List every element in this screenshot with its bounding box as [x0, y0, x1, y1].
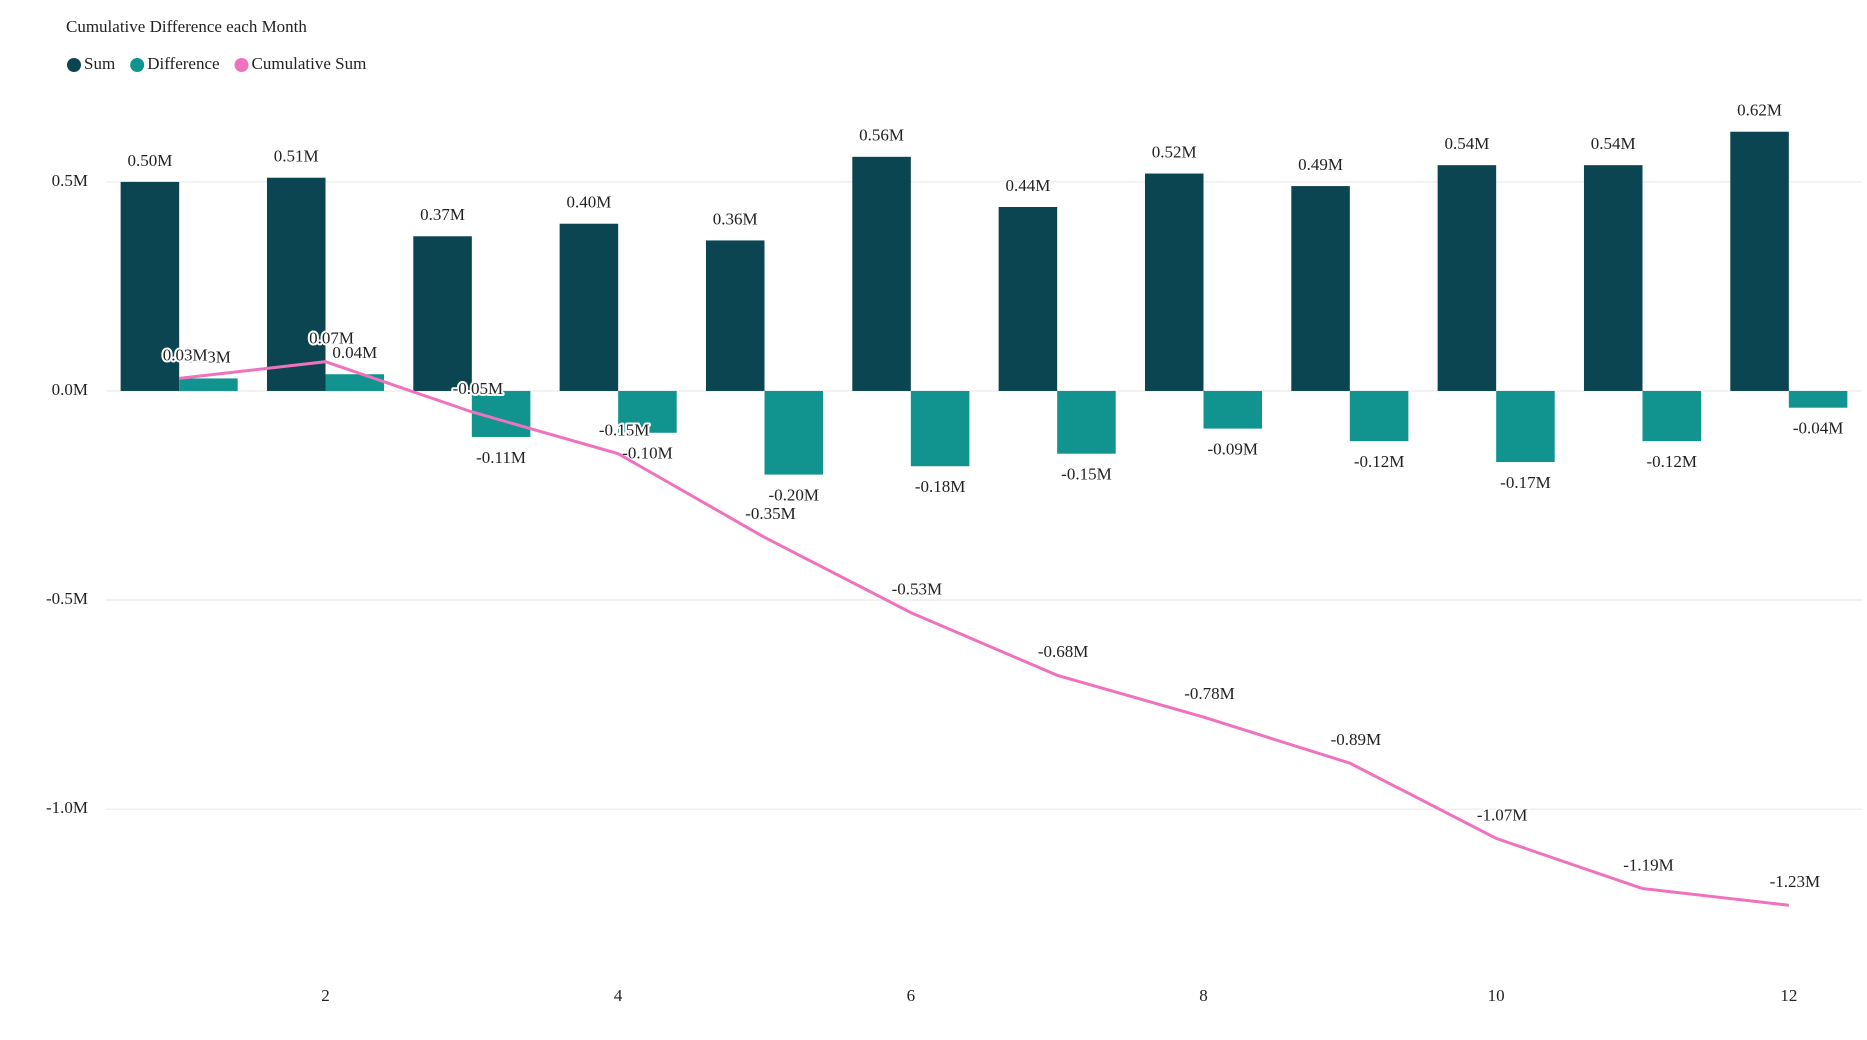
x-tick-label: 12	[1780, 986, 1797, 1005]
x-tick-label: 8	[1199, 986, 1208, 1005]
y-tick-label: 0.5M	[52, 171, 88, 190]
line	[178, 360, 1790, 907]
data-label: 0.03M	[186, 347, 231, 366]
data-label: 0.51M	[274, 147, 319, 166]
data-label: 0.56M	[859, 126, 904, 145]
bar	[1496, 390, 1555, 463]
data-label: 0.54M	[1591, 134, 1636, 153]
chart-title: Cumulative Difference each Month	[66, 17, 307, 36]
bar	[325, 374, 385, 391]
bar	[179, 378, 238, 391]
bar	[1730, 131, 1789, 391]
data-label: -0.18M	[915, 477, 966, 496]
data-label: 0.07M	[309, 329, 354, 348]
bar	[1203, 390, 1263, 429]
data-label: -0.05M	[453, 379, 504, 398]
legend: Sum Difference Cumulative Sum	[67, 54, 366, 73]
data-label: -0.04M	[1793, 419, 1844, 438]
bar	[1057, 390, 1116, 454]
legend-marker	[67, 58, 81, 72]
x-tick-label: 4	[614, 986, 623, 1005]
data-label: -0.20M	[769, 486, 820, 505]
data-label: 0.36M	[713, 209, 758, 228]
data-label: -0.53M	[892, 579, 943, 598]
data-label: -0.35M	[745, 504, 796, 523]
data-label: -0.78M	[1184, 684, 1235, 703]
bar	[1291, 186, 1350, 391]
data-label: -1.19M	[1623, 855, 1674, 874]
data-label: -0.17M	[1500, 473, 1551, 492]
data-label: 0.03M	[163, 345, 208, 364]
bar	[705, 240, 765, 391]
legend-label: Cumulative Sum	[252, 54, 367, 73]
x-tick-label: 10	[1488, 986, 1505, 1005]
legend-marker	[130, 58, 145, 72]
legend-label: Sum	[84, 54, 115, 73]
data-label: 0.37M	[420, 205, 465, 224]
data-label: -0.09M	[1208, 440, 1259, 459]
bar	[1642, 390, 1702, 442]
bar	[559, 223, 619, 391]
bar	[998, 206, 1058, 391]
data-label: 0.62M	[1737, 101, 1782, 120]
data-label: -0.12M	[1354, 452, 1405, 471]
data-label: 0.40M	[566, 193, 611, 212]
bar	[1437, 165, 1497, 391]
y-tick-label: -1.0M	[46, 798, 88, 817]
bar	[618, 390, 677, 433]
data-label: -1.07M	[1477, 805, 1528, 824]
bar	[1583, 165, 1643, 391]
data-label: -0.11M	[476, 448, 526, 467]
data-label: -0.68M	[1038, 642, 1089, 661]
data-label: 0.44M	[1005, 176, 1050, 195]
bar	[1349, 390, 1409, 442]
legend-label: Difference	[147, 54, 219, 73]
x-tick-label: 6	[907, 986, 916, 1005]
data-label: -0.12M	[1647, 452, 1698, 471]
data-label: 0.50M	[127, 151, 172, 170]
data-label: -0.15M	[1061, 465, 1112, 484]
data-label: 0.04M	[332, 343, 377, 362]
data-label: -0.89M	[1331, 730, 1382, 749]
x-tick-label: 2	[321, 986, 330, 1005]
data-label: 0.49M	[1298, 155, 1343, 174]
y-tick-label: -0.5M	[46, 589, 88, 608]
bar	[910, 390, 970, 467]
bar	[266, 177, 326, 391]
bar	[1788, 390, 1848, 408]
bar	[764, 390, 824, 475]
bar	[1144, 173, 1204, 391]
legend-marker	[234, 58, 249, 72]
bar	[852, 156, 911, 391]
data-label: -0.15M	[599, 421, 650, 440]
y-tick-label: 0.0M	[52, 380, 88, 399]
data-label: -1.23M	[1770, 872, 1821, 891]
data-label: 0.54M	[1444, 134, 1489, 153]
data-label: -0.10M	[622, 444, 673, 463]
bar	[413, 236, 472, 391]
bar	[120, 181, 180, 391]
data-label: 0.52M	[1152, 142, 1197, 161]
